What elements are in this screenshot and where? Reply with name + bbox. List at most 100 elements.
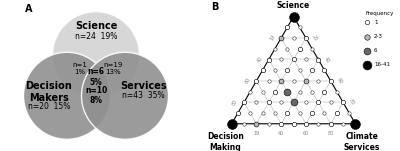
Point [315,101,322,104]
Point [334,112,340,114]
Point [309,112,315,114]
Point [284,69,290,71]
Point [309,48,315,50]
Point [284,26,291,29]
Point [284,26,290,29]
Point [253,122,260,125]
Point [284,90,290,93]
Point [303,37,309,39]
Text: 80: 80 [348,98,356,106]
Text: B: B [211,2,218,11]
Point [303,123,309,125]
Text: Climate
Services: Climate Services [344,132,380,151]
Point [334,90,340,93]
Point [303,58,309,61]
Point [327,80,334,82]
Point [352,122,358,125]
Text: 19: 19 [269,34,276,42]
Text: 6: 6 [374,48,378,53]
Point [334,112,340,114]
Text: Frequency: Frequency [365,11,394,16]
Point [328,101,334,104]
Point [272,90,278,93]
Point [352,123,359,125]
Point [363,64,370,66]
Point [303,101,309,104]
Point [315,58,321,61]
Point [321,69,328,71]
Point [278,122,284,125]
Text: Science: Science [75,21,117,31]
Text: 16-41: 16-41 [374,63,390,67]
Point [321,90,328,93]
Text: Services: Services [120,81,166,91]
Point [290,101,297,104]
Text: n=10
8%: n=10 8% [85,86,107,106]
Point [303,80,309,82]
Circle shape [24,52,110,139]
Text: n=6
5%: n=6 5% [88,67,104,87]
Point [259,69,266,71]
Point [247,112,254,114]
Point [340,101,346,104]
Point [284,112,290,114]
Point [296,69,303,71]
Text: n=1
1%: n=1 1% [72,63,87,76]
Point [235,112,241,114]
Point [363,21,370,24]
Point [253,80,260,82]
Point [278,123,284,125]
Point [253,101,260,104]
Point [253,123,260,125]
Point [296,90,303,93]
Point [363,35,370,38]
Point [229,122,235,125]
Point [290,15,297,18]
Point [266,101,272,104]
Point [284,112,290,114]
Point [278,37,284,39]
Circle shape [82,52,168,139]
Point [284,90,290,93]
Point [278,58,284,61]
Point [241,123,247,125]
Point [296,112,303,114]
Point [266,101,272,104]
Point [296,48,303,50]
Text: n=24  19%: n=24 19% [75,32,117,41]
Point [290,101,297,104]
Point [363,50,370,52]
Point [253,80,260,82]
Point [284,48,290,50]
Text: 60: 60 [244,77,252,85]
Text: n=20  15%: n=20 15% [28,102,70,111]
Text: 40: 40 [256,56,264,63]
Point [309,112,315,114]
Text: 60: 60 [303,131,309,136]
Point [296,26,303,29]
Point [272,90,278,93]
Point [290,58,297,61]
Point [290,80,297,82]
Point [315,58,322,61]
Point [272,112,278,114]
Text: 60: 60 [336,77,343,85]
Point [278,80,284,82]
Point [290,58,297,61]
Point [266,58,272,61]
Point [321,112,328,114]
Point [235,112,241,114]
Point [340,101,346,104]
Point [284,69,290,71]
Text: 40: 40 [278,131,284,136]
Point [303,37,309,39]
Point [290,16,297,18]
Point [241,101,247,104]
Point [266,80,272,82]
Point [315,80,322,82]
Point [340,123,346,125]
Text: 19: 19 [253,131,260,136]
Point [266,123,272,125]
Point [278,37,284,39]
Text: 80: 80 [328,131,334,136]
